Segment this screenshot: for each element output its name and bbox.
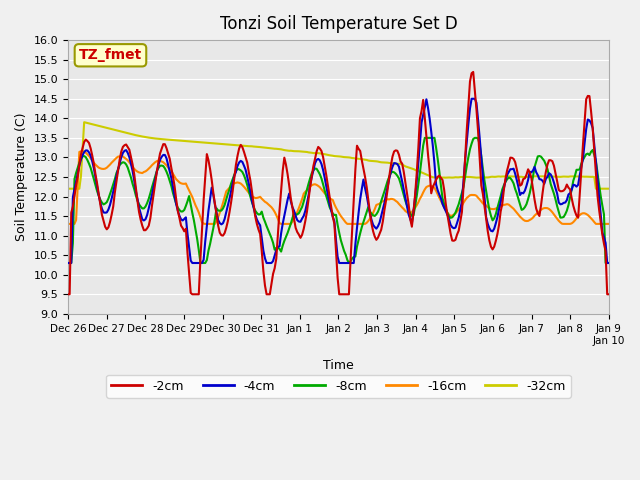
-4cm xyxy=(515,184,522,190)
-4cm xyxy=(184,231,191,237)
-4cm xyxy=(468,96,476,102)
-16cm xyxy=(70,221,78,227)
-16cm xyxy=(227,182,235,188)
Legend: -2cm, -4cm, -8cm, -16cm, -32cm: -2cm, -4cm, -8cm, -16cm, -32cm xyxy=(106,375,571,398)
-16cm xyxy=(64,221,72,227)
-32cm xyxy=(605,186,612,192)
-4cm xyxy=(605,260,612,266)
Line: -4cm: -4cm xyxy=(68,99,609,263)
Text: Jan 10: Jan 10 xyxy=(593,336,625,346)
Title: Tonzi Soil Temperature Set D: Tonzi Soil Temperature Set D xyxy=(220,15,458,33)
-8cm xyxy=(508,178,516,183)
-32cm xyxy=(185,138,193,144)
-2cm xyxy=(64,291,72,297)
-2cm xyxy=(605,291,612,297)
Line: -16cm: -16cm xyxy=(68,151,609,224)
-2cm xyxy=(515,175,522,180)
-32cm xyxy=(70,186,78,192)
-8cm xyxy=(421,135,429,141)
-32cm xyxy=(508,174,516,180)
Y-axis label: Soil Temperature (C): Soil Temperature (C) xyxy=(15,113,28,241)
-8cm xyxy=(515,196,522,202)
-8cm xyxy=(226,186,234,192)
X-axis label: Time: Time xyxy=(323,359,354,372)
-16cm xyxy=(515,212,522,217)
-2cm xyxy=(226,209,234,215)
-32cm xyxy=(64,186,72,192)
-16cm xyxy=(79,148,86,154)
-32cm xyxy=(369,158,377,164)
-8cm xyxy=(367,211,375,216)
-2cm xyxy=(184,250,191,256)
-16cm xyxy=(605,221,612,227)
-32cm xyxy=(81,120,88,125)
Text: TZ_fmet: TZ_fmet xyxy=(79,48,142,62)
-32cm xyxy=(515,174,522,180)
-4cm xyxy=(508,166,516,172)
-2cm xyxy=(469,69,477,75)
-4cm xyxy=(367,217,375,223)
-16cm xyxy=(369,210,377,216)
-8cm xyxy=(70,176,78,182)
-4cm xyxy=(70,186,78,192)
Line: -32cm: -32cm xyxy=(68,122,609,189)
-8cm xyxy=(64,260,72,266)
-2cm xyxy=(367,221,375,227)
-16cm xyxy=(508,204,516,210)
Line: -8cm: -8cm xyxy=(68,138,609,263)
-2cm xyxy=(508,155,516,161)
-8cm xyxy=(605,260,612,266)
-16cm xyxy=(185,188,193,193)
-4cm xyxy=(64,260,72,266)
-8cm xyxy=(184,198,191,204)
-32cm xyxy=(227,142,235,148)
-2cm xyxy=(70,193,78,199)
Line: -2cm: -2cm xyxy=(68,72,609,294)
-4cm xyxy=(226,196,234,202)
